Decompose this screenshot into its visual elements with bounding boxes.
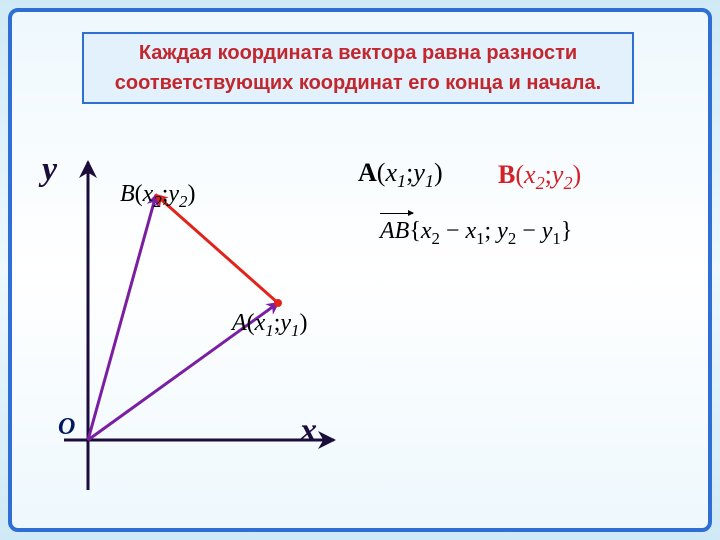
title-line-2: соответствующих координат его конца и на…: [115, 68, 601, 98]
title-box: Каждая координата вектора равна разности…: [82, 32, 634, 104]
origin-label: O: [58, 414, 75, 441]
vector-formula: AB{x2 − x1; y2 − y1}: [380, 218, 572, 249]
y-axis-label: y: [42, 151, 57, 189]
point-a-label-graph: A(x1;y1): [232, 310, 307, 341]
title-line-1: Каждая координата вектора равна разности: [139, 38, 577, 68]
slide-page: Каждая координата вектора равна разности…: [0, 0, 720, 540]
point-b-label-graph: B(x2;y2): [120, 181, 195, 212]
x-axis-label: x: [300, 412, 317, 450]
point-b-definition: B(x2;y2): [498, 160, 581, 194]
point-a-definition: A(x1;y1): [358, 158, 443, 192]
